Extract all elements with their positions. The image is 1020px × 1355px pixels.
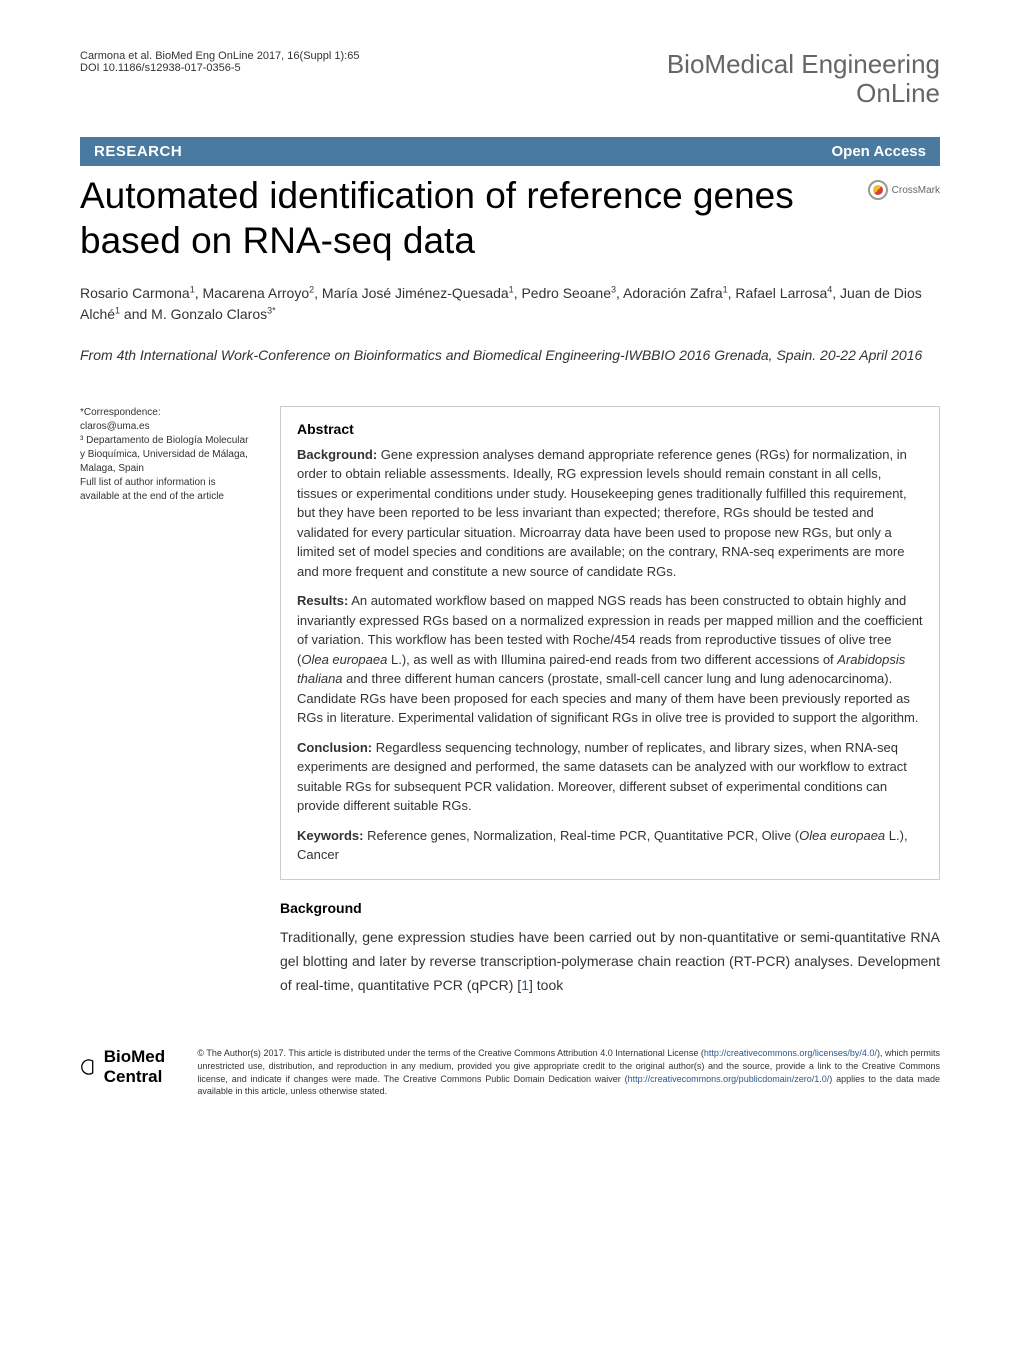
journal-line2: OnLine [667,79,940,108]
abstract-box: Abstract Background: Gene expression ana… [280,406,940,880]
abstract-results-text: An automated workflow based on mapped NG… [297,593,923,725]
fulllist-note: Full list of author information is avail… [80,476,255,504]
abstract-keywords: Keywords: Reference genes, Normalization… [297,826,923,865]
abstract-conclusion-text: Regardless sequencing technology, number… [297,740,907,814]
abstract-keywords-label: Keywords: [297,828,363,843]
author-list: Rosario Carmona1, Macarena Arroyo2, Marí… [80,283,940,325]
abstract-heading: Abstract [297,421,923,437]
research-bar: RESEARCH Open Access [80,137,940,166]
crossmark-icon [868,180,888,200]
abstract-conclusion: Conclusion: Regardless sequencing techno… [297,738,923,816]
research-label: RESEARCH [94,143,182,160]
citation-text: Carmona et al. BioMed Eng OnLine 2017, 1… [80,50,359,62]
conference-text: 4th International Work-Conference on Bio… [117,347,923,363]
sidebar: *Correspondence: claros@uma.es ³ Departa… [80,406,255,997]
biomed-bold: BioMed [104,1047,165,1066]
abstract-background: Background: Gene expression analyses dem… [297,445,923,582]
abstract-background-text: Gene expression analyses demand appropri… [297,447,907,579]
abstract-results-label: Results: [297,593,348,608]
conference-from: From [80,347,113,363]
conference-info: From 4th International Work-Conference o… [80,345,940,366]
copyright-text: © The Author(s) 2017. This article is di… [197,1047,940,1097]
journal-name: BioMedical Engineering OnLine [667,50,940,107]
abstract-background-label: Background: [297,447,377,462]
footer: BioMed Central © The Author(s) 2017. Thi… [80,1047,940,1097]
journal-line1: BioMedical Engineering [667,50,940,79]
open-access-label: Open Access [832,143,927,160]
abstract-keywords-text: Reference genes, Normalization, Real-tim… [297,828,908,863]
affiliation-text: ³ Departamento de Biología Molecular y B… [80,434,255,476]
title-row: Automated identification of reference ge… [80,174,940,283]
correspondence-label: *Correspondence: [80,406,255,420]
doi-text: DOI 10.1186/s12938-017-0356-5 [80,62,359,74]
biomed-logo-icon [80,1052,98,1082]
page-header: Carmona et al. BioMed Eng OnLine 2017, 1… [80,50,940,107]
crossmark-text: CrossMark [892,185,940,196]
main-content-row: *Correspondence: claros@uma.es ³ Departa… [80,406,940,997]
correspondence-email[interactable]: claros@uma.es [80,421,150,432]
abstract-results: Results: An automated workflow based on … [297,591,923,728]
article-title: Automated identification of reference ge… [80,174,858,263]
biomed-logo-text: BioMed Central [104,1047,178,1087]
biomed-logo[interactable]: BioMed Central [80,1047,177,1087]
crossmark-badge[interactable]: CrossMark [868,180,940,200]
citation-block: Carmona et al. BioMed Eng OnLine 2017, 1… [80,50,359,74]
biomed-rest: Central [104,1067,163,1086]
abstract-conclusion-label: Conclusion: [297,740,372,755]
background-heading: Background [280,900,940,916]
main-content: Abstract Background: Gene expression ana… [280,406,940,997]
background-body: Traditionally, gene expression studies h… [280,926,940,997]
